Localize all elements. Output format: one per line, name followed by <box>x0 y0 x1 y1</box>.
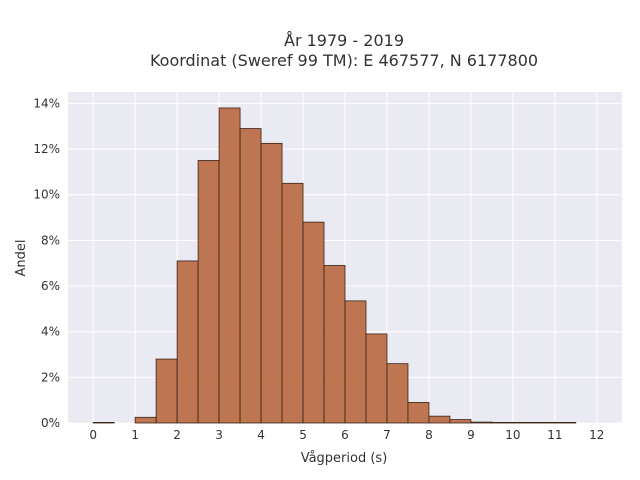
x-tick-label: 1 <box>131 428 139 442</box>
x-tick-label: 10 <box>505 428 520 442</box>
y-axis-label: Andel <box>14 240 29 277</box>
y-tick-labels: 0% 2% 4% 6% 8% 10% 12% 14% <box>33 96 60 430</box>
y-tick-label: 12% <box>33 142 60 156</box>
x-tick-label: 9 <box>467 428 475 442</box>
y-tick-label: 6% <box>41 279 60 293</box>
x-tick-label: 0 <box>89 428 97 442</box>
y-tick-label: 4% <box>41 325 60 339</box>
y-tick-label: 14% <box>33 96 60 110</box>
bar-7 <box>260 142 283 424</box>
bar-21 <box>554 421 577 424</box>
bar-4 <box>197 160 220 424</box>
x-tick-label: 12 <box>589 428 604 442</box>
bar-17 <box>470 421 493 424</box>
x-tick-label: 11 <box>547 428 562 442</box>
x-tick-labels: 0 1 2 3 4 5 6 7 8 9 10 11 12 <box>89 428 604 442</box>
y-tick-label: 0% <box>41 416 60 430</box>
y-tick-label: 8% <box>41 233 60 247</box>
bar-15 <box>428 415 451 424</box>
bar-3 <box>176 260 199 424</box>
histogram-bars <box>92 107 577 424</box>
bar-10 <box>323 265 346 424</box>
y-tick-label: 10% <box>33 188 60 202</box>
chart-title-line-1: År 1979 - 2019 <box>284 31 404 50</box>
x-tick-label: 6 <box>341 428 349 442</box>
y-tick-label: 2% <box>41 370 60 384</box>
bar-0 <box>92 421 115 424</box>
bar-1 <box>134 416 157 424</box>
x-tick-label: 7 <box>383 428 391 442</box>
bar-12 <box>365 333 388 424</box>
x-tick-label: 2 <box>173 428 181 442</box>
bar-19 <box>512 421 535 424</box>
bar-18 <box>491 421 514 424</box>
x-tick-label: 4 <box>257 428 265 442</box>
bar-20 <box>533 421 556 424</box>
bar-13 <box>386 363 409 424</box>
bar-8 <box>281 182 304 424</box>
x-tick-label: 3 <box>215 428 223 442</box>
x-tick-label: 5 <box>299 428 307 442</box>
chart-title-line-2: Koordinat (Sweref 99 TM): E 467577, N 61… <box>150 51 538 70</box>
bar-14 <box>407 402 430 424</box>
bar-16 <box>449 419 472 424</box>
bar-9 <box>302 221 325 424</box>
bar-11 <box>344 300 367 424</box>
bar-6 <box>239 128 262 424</box>
bar-5 <box>218 107 241 424</box>
x-axis-label: Vågperiod (s) <box>301 451 388 466</box>
x-tick-label: 8 <box>425 428 433 442</box>
bar-2 <box>155 358 178 424</box>
